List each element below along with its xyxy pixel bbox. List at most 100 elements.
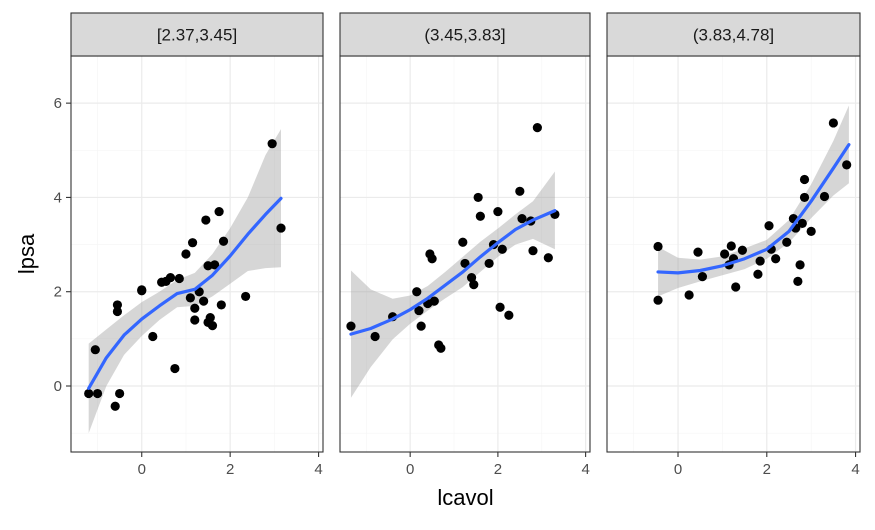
data-point [170, 363, 180, 374]
data-point [720, 249, 730, 259]
data-point [174, 273, 184, 284]
data-point [112, 300, 123, 310]
data-point [469, 280, 479, 290]
data-point [782, 237, 792, 247]
x-tick-label: 4 [314, 461, 322, 478]
x-tick-label: 4 [581, 461, 589, 478]
data-point [764, 221, 774, 231]
data-point [806, 226, 816, 236]
facet-panel-1: [2.37,3.45] 0 2 4 [70, 12, 324, 478]
confidence-band [350, 171, 555, 398]
data-point [473, 192, 483, 203]
data-point [458, 237, 468, 247]
data-point [199, 296, 209, 306]
smooth-line [87, 196, 283, 390]
smooth-line [349, 209, 557, 336]
data-point [205, 313, 215, 323]
panel-background [340, 56, 590, 452]
data-point [726, 241, 736, 251]
data-point [190, 315, 200, 325]
data-point [92, 388, 103, 399]
data-point [414, 305, 424, 316]
x-tick-label: 0 [406, 461, 414, 478]
smooth-line [656, 143, 851, 275]
facet-strip-label: (3.83,4.78] [693, 26, 774, 45]
data-point [543, 253, 553, 263]
y-tick-label: 4 [54, 189, 62, 206]
panel-background [71, 56, 323, 452]
data-point [90, 345, 100, 355]
data-point [532, 123, 542, 133]
x-tick-label: 4 [851, 461, 859, 478]
data-point [495, 302, 505, 312]
data-point [828, 118, 838, 128]
data-point [84, 388, 94, 399]
data-point [218, 236, 229, 246]
data-point [697, 272, 708, 282]
data-point [110, 401, 120, 411]
data-point [214, 206, 224, 217]
data-point [112, 306, 123, 317]
facet-strip [339, 12, 591, 57]
data-point [493, 206, 503, 217]
facet-strip [606, 12, 861, 57]
facet-strip-label: (3.45,3.83] [424, 26, 505, 45]
x-tick-label: 0 [138, 461, 146, 478]
facet-panel-3: (3.83,4.78] 0 2 4 [606, 12, 861, 478]
data-point [201, 215, 211, 225]
data-point [684, 290, 694, 300]
data-point [475, 211, 485, 221]
data-point [693, 247, 703, 257]
data-point [207, 321, 218, 331]
data-point [842, 160, 852, 170]
y-tick-label: 6 [54, 95, 62, 112]
data-point [504, 310, 514, 320]
data-point [497, 244, 507, 254]
confidence-band [88, 129, 282, 434]
data-point [370, 331, 380, 342]
data-point [276, 223, 286, 233]
data-point [148, 331, 158, 342]
data-point [436, 343, 446, 353]
data-point [755, 256, 765, 266]
data-point [653, 241, 663, 252]
facet-strip [70, 12, 324, 57]
data-point [412, 287, 422, 297]
data-point [819, 191, 830, 202]
data-point [466, 272, 477, 283]
data-point [346, 321, 356, 331]
data-point [793, 276, 803, 286]
data-point [484, 258, 494, 269]
y-tick-label: 2 [54, 284, 62, 301]
data-point [137, 286, 147, 296]
data-point [653, 295, 663, 305]
data-point [185, 293, 195, 303]
data-point [267, 139, 277, 149]
data-point [799, 192, 810, 203]
data-point [797, 218, 807, 228]
data-point [216, 300, 226, 310]
x-tick-label: 0 [674, 461, 682, 478]
data-point [799, 174, 810, 185]
facet-panel-2: (3.45,3.83] 0 2 4 [339, 12, 591, 478]
y-tick-label: 0 [54, 378, 62, 395]
data-point [210, 260, 220, 270]
data-point [753, 269, 763, 279]
data-point [416, 321, 426, 331]
data-point [517, 214, 527, 224]
data-point [187, 238, 198, 248]
data-point [165, 272, 176, 283]
data-point [771, 254, 781, 264]
data-point [190, 303, 200, 313]
data-point [427, 254, 437, 264]
x-tick-label: 2 [763, 461, 771, 478]
data-point [429, 296, 439, 306]
data-point [528, 246, 538, 256]
data-point [241, 291, 251, 302]
data-point [181, 249, 191, 259]
x-axis-title: lcavol [437, 485, 493, 510]
facet-strip-label: [2.37,3.45] [157, 26, 237, 45]
data-point [460, 258, 470, 269]
data-point [115, 388, 125, 399]
